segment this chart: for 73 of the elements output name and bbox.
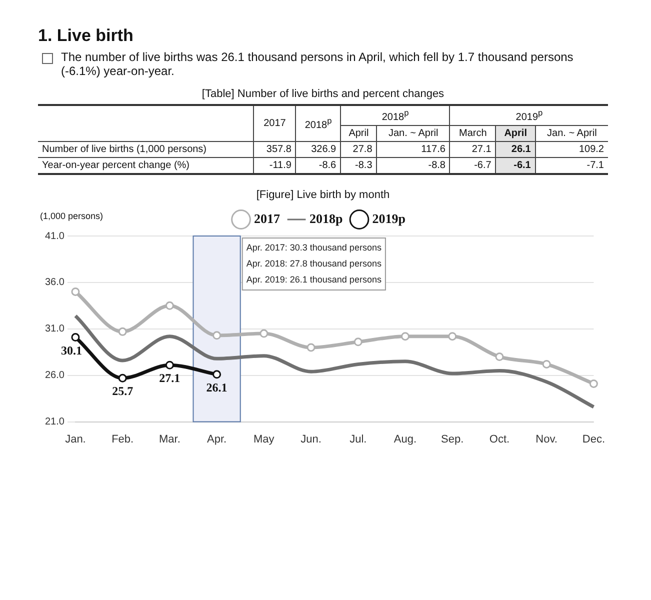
point [118, 328, 127, 336]
x-tick-label: Dec. [582, 434, 606, 446]
x-tick-label: Nov. [536, 434, 558, 446]
text: -6.7 [474, 160, 492, 172]
x-tick-label: Sep. [441, 434, 464, 446]
category-label: Number of live births (1,000 persons) [42, 144, 207, 156]
y-tick-label: 31.0 [44, 324, 65, 335]
point [495, 352, 504, 362]
data-label: 27.1 [159, 372, 180, 386]
point [260, 330, 268, 338]
x-tick-label: Jun. [300, 434, 322, 446]
point [165, 361, 174, 370]
category-label: Year-on-year percent change (%) [42, 160, 190, 172]
x-tick-label: May [254, 434, 275, 446]
x-tick-label: Jan. [65, 434, 86, 446]
legend-label: 2018p [310, 211, 343, 226]
text: -11.9 [269, 160, 292, 172]
text: The number of live births was 26.1 thousand persons in April, which fell by 1.7 thousand persons (-6.1%) year-on-year. [61, 50, 574, 78]
point [306, 344, 316, 352]
legend-label: 2017 [254, 211, 281, 226]
point [71, 288, 80, 296]
point [354, 338, 362, 346]
text: 1. Live birth [38, 26, 134, 45]
category-label: March [458, 128, 487, 140]
x-tick-label: Mar. [158, 434, 180, 446]
point [71, 333, 80, 342]
text: 27.1 [472, 144, 492, 156]
chart-title: [Figure] Live birth by month [256, 189, 390, 202]
category-label: Jan. ~ April [547, 128, 597, 140]
category-label: April [348, 128, 369, 140]
x-tick-label: Oct. [489, 434, 510, 446]
point [400, 332, 410, 341]
annotation: Apr. 2017: 30.3 thousand persons [246, 242, 382, 253]
category-label: 2018$^{p}$ [304, 116, 332, 132]
y-axis-title: (1,000 persons) [40, 211, 104, 222]
point [118, 374, 127, 383]
data-label: 30.1 [60, 344, 82, 358]
y-tick-label: 21.0 [44, 416, 65, 428]
point [165, 302, 174, 310]
annotation: Apr. 2019: 26.1 thousand persons [246, 274, 382, 285]
y-tick-label: 41.0 [44, 231, 65, 242]
x-tick-label: Feb. [112, 434, 134, 446]
text: -8.3 [355, 160, 372, 172]
point [589, 380, 598, 388]
text: 109.2 [578, 144, 604, 156]
point [448, 332, 457, 341]
x-tick-label: Aug. [394, 434, 417, 446]
text: 27.8 [352, 144, 372, 156]
y-tick-label: 26.0 [44, 370, 65, 382]
annotation: Apr. 2018: 27.8 thousand persons [246, 258, 382, 269]
category-label: Jan. ~ April [388, 128, 438, 140]
text: -6.1 [514, 160, 531, 172]
point [542, 360, 551, 369]
text: 117.6 [421, 144, 446, 156]
legend-label: 2019p [372, 211, 406, 226]
category-label: 2017 [264, 118, 286, 130]
point [212, 370, 222, 379]
text: 2019$^{p}$ [516, 108, 543, 124]
text: -8.8 [428, 160, 446, 172]
category-label: April [504, 128, 527, 140]
text: -8.6 [318, 160, 336, 172]
x-tick-label: Apr. [207, 434, 227, 446]
text: 357.8 [266, 144, 292, 156]
data-label: 25.7 [112, 384, 134, 399]
text: [Table] Number of live births and percent changes [202, 88, 444, 100]
text: 326.9 [311, 144, 336, 156]
y-tick-label: 36.0 [44, 278, 65, 289]
point [212, 331, 222, 340]
data-label: 26.1 [206, 380, 228, 395]
text: 26.1 [511, 144, 531, 156]
text: 2018$^{p}$ [382, 108, 409, 124]
text: -7.1 [586, 160, 604, 172]
x-tick-label: Jul. [350, 434, 367, 446]
